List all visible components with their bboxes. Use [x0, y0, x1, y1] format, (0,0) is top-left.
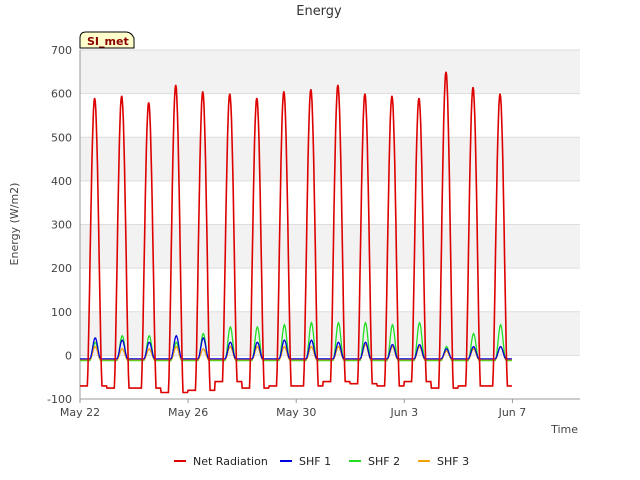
y-tick-label: 600 [51, 88, 72, 101]
y-tick-label: 700 [51, 44, 72, 57]
series-line-net-radiation [80, 71, 512, 394]
y-tick-label: 200 [51, 262, 72, 275]
y-tick-label: 100 [51, 306, 72, 319]
chart-title: Energy [296, 4, 342, 19]
plot-band [80, 50, 580, 94]
x-tick-label: Jun 3 [389, 406, 418, 419]
legend-label: SHF 2 [368, 455, 400, 468]
y-tick-label: -100 [47, 393, 72, 406]
legend-label: Net Radiation [193, 455, 268, 468]
x-axis-label: Time [550, 423, 578, 436]
axes [79, 50, 580, 400]
x-tick-label: May 22 [60, 406, 100, 419]
series-layer [80, 71, 512, 394]
y-tick-label: 300 [51, 219, 72, 232]
y-tick-label: 500 [51, 131, 72, 144]
x-tick-label: May 26 [168, 406, 208, 419]
x-tick-label: May 30 [276, 406, 316, 419]
x-tick-label: Jun 7 [498, 406, 527, 419]
y-tick-label: 400 [51, 175, 72, 188]
site-badge: SI_met [79, 31, 135, 49]
legend-label: SHF 3 [437, 455, 469, 468]
y-axis-label: Energy (W/m2) [8, 183, 21, 266]
grid-lines [80, 49, 580, 400]
y-tick-labels: -100 0 100 200 300 400 500 600 700 [47, 44, 72, 406]
plot-band [80, 137, 580, 181]
site-badge-label: SI_met [87, 35, 129, 48]
x-tick-labels: May 22 May 26 May 30 Jun 3 Jun 7 [60, 399, 526, 419]
legend: Net Radiation SHF 1 SHF 2 SHF 3 [174, 455, 469, 468]
y-tick-label: 0 [65, 349, 72, 362]
plot-band [80, 311, 580, 356]
legend-label: SHF 1 [299, 455, 331, 468]
